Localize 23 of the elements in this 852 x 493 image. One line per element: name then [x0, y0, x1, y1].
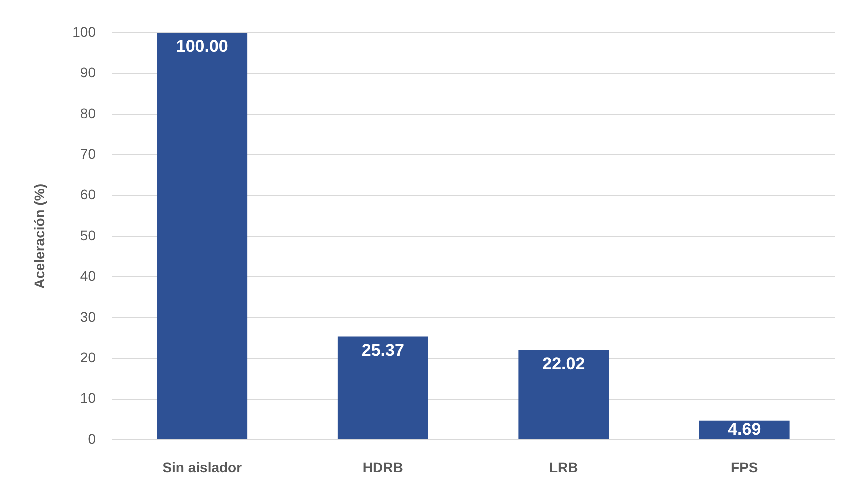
y-tick-label: 100 — [72, 24, 96, 40]
y-axis-title: Aceleración (%) — [31, 184, 48, 290]
x-tick-label: HDRB — [362, 459, 404, 476]
y-tick-label: 90 — [80, 64, 96, 81]
y-tick-label: 70 — [80, 146, 96, 162]
bar — [157, 33, 248, 440]
y-tick-label: 80 — [80, 105, 96, 122]
y-tick-label: 40 — [80, 268, 96, 284]
data-label: 22.02 — [542, 354, 586, 374]
y-tick-label: 0 — [88, 430, 96, 447]
data-label: 25.37 — [362, 340, 404, 360]
y-tick-label: 30 — [80, 308, 96, 325]
bar — [338, 336, 428, 440]
y-tick-label: 10 — [80, 390, 96, 406]
bar — [518, 350, 610, 440]
x-tick-label: Sin aislador — [162, 459, 243, 476]
x-tick-label: LRB — [549, 459, 578, 476]
data-label: 100.00 — [176, 37, 228, 56]
y-tick-label: 50 — [80, 227, 96, 244]
data-label: 4.69 — [728, 420, 762, 439]
y-tick-label: 60 — [80, 186, 96, 203]
x-tick-label: FPS — [731, 459, 758, 476]
y-tick-label: 20 — [80, 349, 96, 366]
